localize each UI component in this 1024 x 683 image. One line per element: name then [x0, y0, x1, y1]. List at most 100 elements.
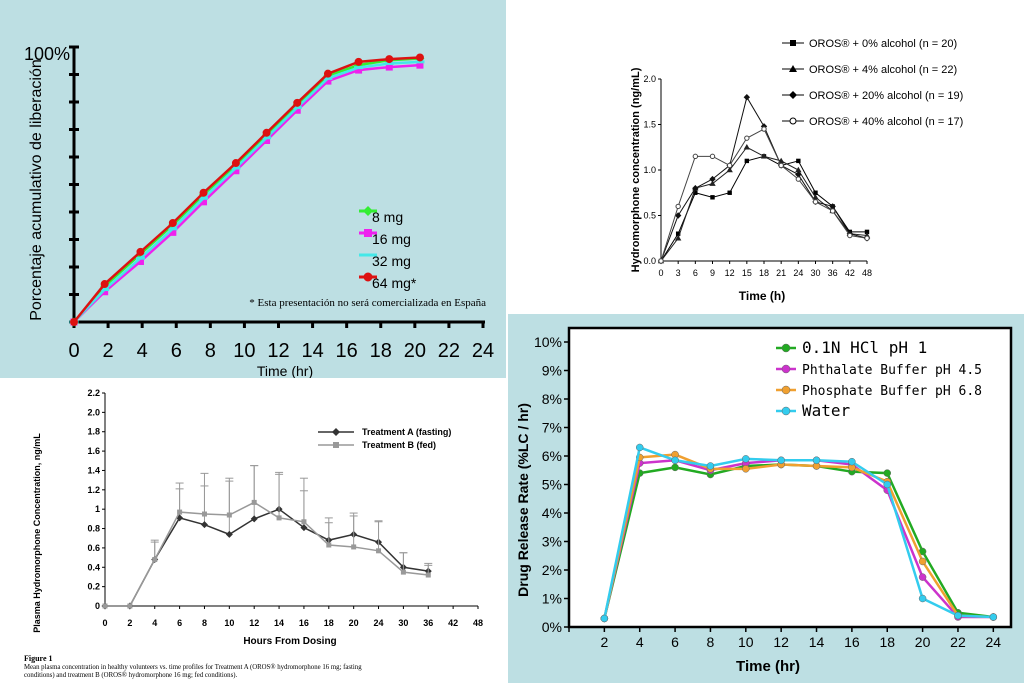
- data-point: [864, 235, 870, 241]
- y-tick-label: 1.5: [643, 120, 656, 130]
- data-point: [300, 524, 308, 532]
- series-line: [73, 60, 421, 323]
- data-point: [918, 557, 927, 566]
- x-tick-label: 14: [301, 340, 323, 362]
- data-point: [710, 195, 715, 200]
- data-point: [812, 194, 819, 200]
- x-tick-label: 24: [472, 340, 494, 362]
- data-point: [848, 457, 856, 466]
- chart-panel-alcohol-interaction: Hydromorphone concentration (ng/mL) Time…: [506, 0, 1024, 316]
- data-point: [743, 144, 751, 150]
- series-line: [660, 146, 868, 262]
- x-tick-label: 30: [810, 268, 820, 278]
- y-tick-label: 1%: [542, 591, 562, 607]
- data-point: [600, 614, 609, 623]
- series-line: [73, 57, 421, 323]
- data-point: [168, 227, 178, 231]
- x-tick-label: 21: [776, 268, 786, 278]
- x-tick-label: 2: [600, 634, 608, 650]
- y-axis-label: Drug Release Rate (%LC / hr): [515, 403, 531, 597]
- data-point: [225, 530, 233, 538]
- x-tick-label: 9: [710, 268, 715, 278]
- y-tick-label: 0.2: [87, 582, 100, 592]
- series-line: [660, 155, 867, 262]
- x-tick-label: 6: [171, 340, 182, 362]
- data-point: [251, 499, 257, 505]
- fasting-fed-chart: Plasma Hydromorphone Concentration, ng/m…: [24, 388, 483, 679]
- data-point: [293, 106, 301, 114]
- x-tick-label: 24: [374, 618, 384, 628]
- data-point: [262, 136, 272, 140]
- data-point: [812, 456, 821, 465]
- series-line: [660, 128, 868, 262]
- data-point: [692, 185, 699, 192]
- x-tick-label: 3: [676, 268, 681, 278]
- x-tick-label: 12: [267, 340, 289, 362]
- y-tick-label: 0%: [542, 619, 562, 635]
- chart-panel-fasting-fed: Plasma Hydromorphone Concentration, ng/m…: [0, 378, 506, 683]
- data-point: [135, 256, 145, 260]
- data-point: [709, 175, 716, 183]
- x-tick-label: 4: [137, 340, 148, 362]
- data-point: [693, 190, 698, 195]
- legend-marker: [333, 442, 339, 448]
- drug-release-rate-chart: Drug Release Rate (%LC / hr) Time (hr) 0…: [515, 326, 1013, 675]
- data-point: [326, 542, 332, 548]
- data-point: [674, 235, 682, 241]
- legend-label: Phthalate Buffer pH 4.5: [802, 363, 982, 378]
- data-point: [778, 162, 784, 169]
- x-tick-label: 12: [725, 268, 735, 278]
- data-point: [709, 180, 716, 186]
- data-point: [231, 166, 241, 170]
- data-point: [136, 247, 145, 256]
- x-tick-label: 10: [233, 340, 255, 362]
- series-line: [603, 445, 994, 619]
- data-point: [250, 515, 258, 523]
- y-tick-label: 2.2: [87, 388, 100, 398]
- data-point: [671, 463, 679, 472]
- data-point: [726, 162, 733, 169]
- data-point: [761, 126, 767, 132]
- series-line: [73, 56, 421, 323]
- caption-line-1: Mean plasma concentration in healthy vol…: [24, 664, 362, 671]
- x-tick-label: 0: [102, 618, 107, 628]
- y-tick-label: 0.8: [87, 524, 100, 534]
- x-tick-label: 2: [103, 340, 114, 362]
- y-tick-label: 5%: [542, 477, 562, 493]
- x-tick-label: 15: [742, 268, 752, 278]
- data-point: [201, 511, 207, 517]
- data-point: [918, 594, 927, 603]
- y-tick-label: 2%: [542, 562, 562, 578]
- caption-line-2: conditions) and treatment B (OROS® hydro…: [24, 672, 237, 679]
- data-point: [883, 469, 891, 477]
- x-tick-label: 18: [324, 618, 334, 628]
- legend-marker: [790, 40, 796, 46]
- legend-marker: [789, 91, 797, 99]
- x-tick-label: 42: [448, 618, 458, 628]
- data-point: [796, 158, 801, 164]
- x-tick-label: 0: [68, 340, 79, 362]
- legend-marker: [781, 343, 791, 353]
- legend-marker: [789, 117, 797, 125]
- data-point: [813, 190, 818, 195]
- legend-label: 32 mg: [372, 253, 411, 269]
- data-point: [709, 153, 716, 160]
- data-point: [100, 280, 109, 289]
- y-tick-label: 0.6: [87, 543, 100, 553]
- data-point: [743, 94, 751, 101]
- data-point: [199, 188, 208, 197]
- data-point: [70, 318, 78, 326]
- data-point: [416, 61, 424, 69]
- data-point: [101, 288, 109, 296]
- x-tick-label: 6: [671, 634, 679, 650]
- data-point: [918, 573, 927, 581]
- series-line: [603, 453, 994, 619]
- legend-marker: [781, 406, 791, 416]
- data-point: [292, 106, 302, 109]
- y-tick-label: 1.8: [87, 427, 100, 437]
- legend-label: Treatment A (fasting): [362, 427, 451, 437]
- x-tick-label: 36: [423, 618, 433, 628]
- x-tick-label: 10: [224, 618, 234, 628]
- data-point: [744, 158, 750, 164]
- legend-label: 0.1N HCl pH 1: [802, 338, 927, 357]
